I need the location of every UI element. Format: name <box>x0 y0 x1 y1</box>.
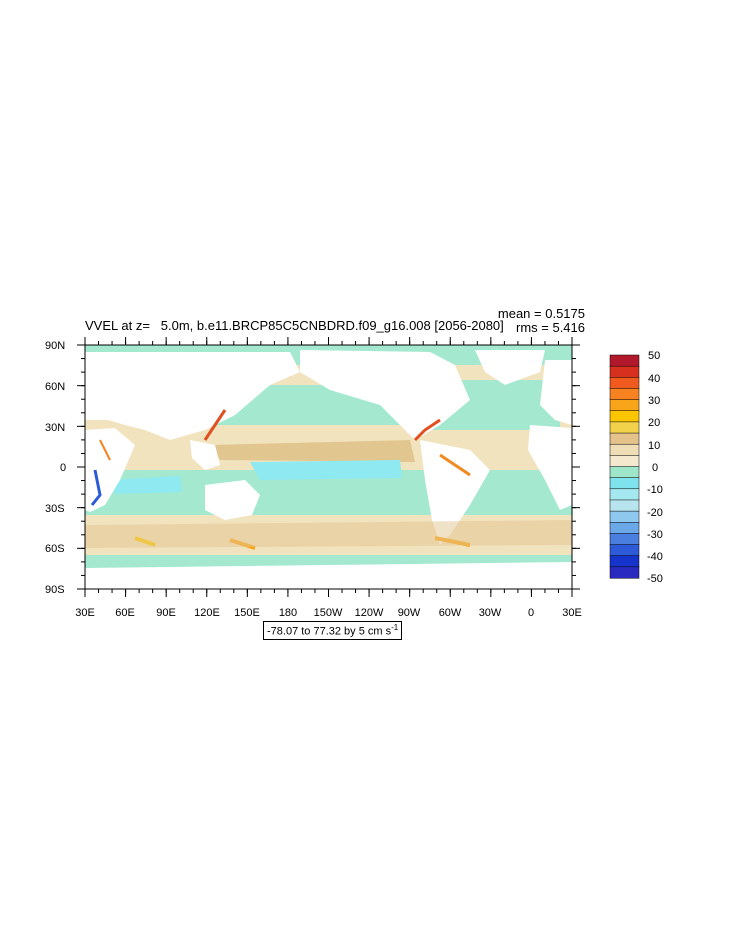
colorbar-swatch <box>609 377 640 389</box>
kuroshio-current <box>203 409 227 441</box>
contour-range-label: -78.07 to 77.32 by 5 cm s-1 <box>263 621 403 640</box>
colorbar-swatch <box>609 488 640 501</box>
colorbar-label-neg30: -30 <box>647 529 663 541</box>
agulhas-current <box>90 469 102 506</box>
indian-cyan <box>110 476 182 494</box>
land-north-america <box>300 350 470 440</box>
colorbar-swatch <box>609 455 640 468</box>
land-africa <box>85 428 135 512</box>
latitude-labels: 90N 60N 30N 0 30S 60S 90S <box>45 340 66 596</box>
range-text: -78.07 to 77.32 by 5 cm s <box>267 625 392 638</box>
lat-label-90n: 90N <box>45 340 65 352</box>
colorbar-swatch <box>609 399 640 412</box>
equatorial-tan-band <box>210 440 415 462</box>
rms-stat: rms = 5.416 <box>515 320 585 335</box>
lon-label-150e: 150E <box>234 607 260 619</box>
lon-label-150w: 150W <box>314 607 343 619</box>
land-africa-east <box>528 425 572 510</box>
land-eurasia <box>85 352 300 440</box>
land-greenland <box>475 350 545 385</box>
colorbar-labels: 50 40 30 20 10 0 -10 -20 -30 -40 -50 <box>647 350 663 585</box>
lon-label-120w: 120W <box>355 607 384 619</box>
colorbar-swatch <box>609 354 640 367</box>
colorbar-label-0: 0 <box>652 462 658 474</box>
plot-title: VVEL at z= 5.0m, b.e11.BRCP85C5CNBDRD.f0… <box>85 318 504 333</box>
lat-label-60s: 60S <box>45 543 65 555</box>
colorbar-label-30: 30 <box>648 395 660 407</box>
lat-label-60n: 60N <box>45 381 65 393</box>
colorbar-swatch <box>609 566 640 579</box>
brazil-current <box>439 453 471 477</box>
lon-label-180: 180 <box>279 607 297 619</box>
axis-ticks <box>77 337 580 597</box>
colorbar-swatch <box>609 365 640 378</box>
lat-label-0: 0 <box>60 462 66 474</box>
colorbar-label-neg50: -50 <box>647 573 663 585</box>
colorbar-swatch <box>609 533 640 546</box>
colorbar-swatch <box>609 421 640 434</box>
land-australia <box>205 480 260 520</box>
land-se-asia <box>190 440 220 470</box>
colorbar-label-neg20: -20 <box>647 507 663 519</box>
lon-label-90e: 90E <box>156 607 176 619</box>
land-south-america <box>420 440 490 545</box>
colorbar-swatch <box>609 510 640 523</box>
colorbar-swatch <box>609 555 640 568</box>
colorbar-label-neg10: -10 <box>647 484 663 496</box>
somali-current <box>99 439 111 461</box>
gulf-stream <box>413 418 441 442</box>
colorbar-label-40: 40 <box>648 373 660 385</box>
lon-label-90w: 90W <box>398 607 421 619</box>
colorbar-swatch <box>609 522 640 534</box>
lon-label-60w: 60W <box>439 607 462 619</box>
colorbar-label-neg40: -40 <box>647 551 663 563</box>
colorbar-swatch <box>609 432 640 445</box>
colorbar-swatch <box>609 499 640 512</box>
lon-label-0: 0 <box>528 607 534 619</box>
map-panel <box>84 344 573 590</box>
lat-label-30n: 30N <box>45 422 65 434</box>
lat-label-90s: 90S <box>45 584 65 596</box>
colorbar-swatch <box>609 388 640 401</box>
lon-label-60e: 60E <box>115 607 135 619</box>
mean-stat: mean = 0.5175 <box>497 306 585 321</box>
southern-ocean-tan-band <box>85 520 572 548</box>
colorbar-label-20: 20 <box>648 417 660 429</box>
colorbar-swatch <box>609 466 640 479</box>
land-europe <box>540 360 572 425</box>
colorbar-label-50: 50 <box>648 350 660 362</box>
colorbar-swatch <box>609 410 640 423</box>
colorbar <box>609 354 640 579</box>
lon-label-30e-right: 30E <box>562 607 582 619</box>
lon-label-120e: 120E <box>194 607 220 619</box>
lat-label-30s: 30S <box>45 503 65 515</box>
land-antarctica <box>85 562 572 589</box>
colorbar-swatch <box>609 443 640 456</box>
longitude-labels: 30E 60E 90E 120E 150E 180 150W 120W 90W … <box>75 607 582 619</box>
lon-label-30w: 30W <box>479 607 502 619</box>
lon-label-30e: 30E <box>75 607 95 619</box>
colorbar-swatch <box>609 544 640 557</box>
colorbar-swatch <box>609 477 640 490</box>
range-superscript: -1 <box>391 623 399 632</box>
equatorial-cyan-band <box>250 460 402 480</box>
colorbar-label-10: 10 <box>648 440 660 452</box>
